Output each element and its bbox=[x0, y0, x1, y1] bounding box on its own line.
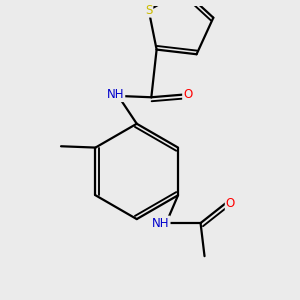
Text: NH: NH bbox=[152, 217, 169, 230]
Text: O: O bbox=[183, 88, 192, 101]
Text: NH: NH bbox=[107, 88, 124, 101]
Text: S: S bbox=[145, 4, 152, 17]
Text: O: O bbox=[226, 197, 235, 210]
